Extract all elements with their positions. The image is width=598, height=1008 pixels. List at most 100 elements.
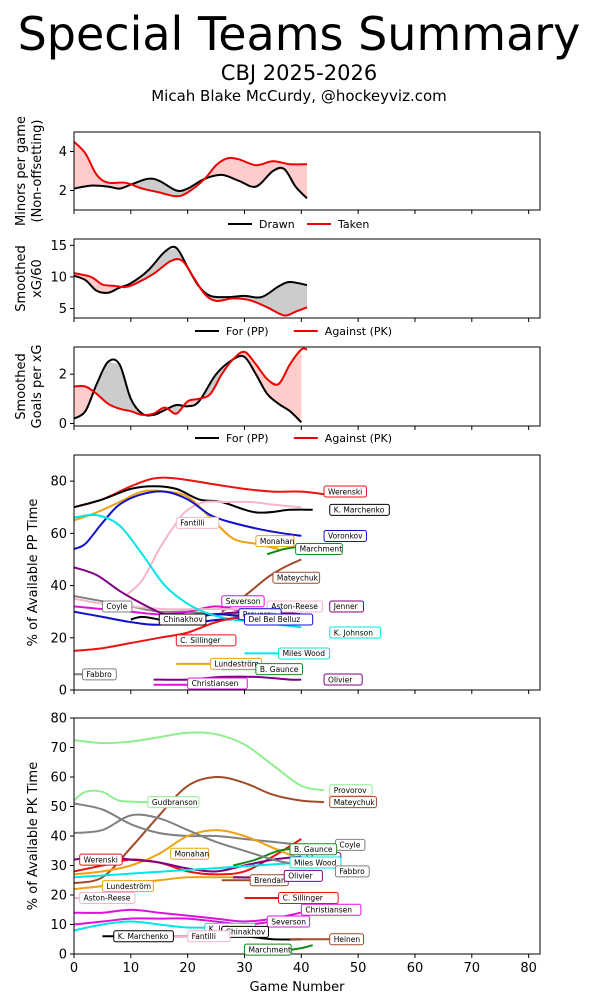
series-line-for-pp bbox=[74, 245, 308, 299]
legend-entry-for-pp: For (PP) bbox=[226, 325, 269, 338]
player-label-b-gaunce: B. Gaunce bbox=[255, 663, 304, 676]
series-line-taken bbox=[74, 141, 308, 198]
x-tick-label: 20 bbox=[179, 961, 196, 976]
player-label-chinakhov: Chinakhov bbox=[158, 613, 207, 626]
player-label-christiansen: Christiansen bbox=[300, 903, 362, 916]
player-label-text: Severson bbox=[226, 597, 261, 606]
y-tick-label: 0 bbox=[59, 684, 67, 699]
player-label-text: Monahan bbox=[175, 849, 210, 858]
player-label-werenski: Werenski bbox=[79, 853, 123, 866]
player-label-mateychuk: Mateychuk bbox=[272, 571, 321, 584]
series-line-chinakhov bbox=[130, 615, 160, 621]
series-line-drawn bbox=[74, 166, 308, 200]
y-axis-label: Smoothed bbox=[14, 353, 29, 419]
player-label-box bbox=[266, 915, 311, 928]
player-label-brendan: Brendan bbox=[249, 874, 289, 887]
player-label-text: Monahan bbox=[260, 537, 295, 546]
player-label-k-marchenko: K. Marchenko bbox=[329, 503, 390, 516]
player-label-severson: Severson bbox=[266, 915, 311, 928]
player-label-marchment: Marchment bbox=[243, 943, 292, 956]
x-tick-label: 40 bbox=[293, 961, 310, 976]
player-label-chinakhov: Chinakhov bbox=[221, 925, 269, 938]
player-label-box bbox=[79, 891, 136, 904]
player-label-text: Fabbro bbox=[87, 670, 113, 679]
player-label-text: Lundeström bbox=[214, 660, 259, 669]
player-label-box bbox=[329, 626, 382, 639]
legend-entry-taken: Taken bbox=[337, 218, 369, 231]
y-tick-label: 20 bbox=[50, 889, 67, 904]
player-label-box bbox=[329, 933, 365, 946]
series-line-against-pk bbox=[74, 257, 308, 317]
player-label-k-marchenko: K. Marchenko bbox=[113, 930, 174, 943]
fill-drawn-above bbox=[93, 361, 150, 415]
player-label-box bbox=[175, 634, 237, 647]
player-label-text: Olivier bbox=[328, 675, 353, 684]
x-axis-label: Game Number bbox=[249, 980, 345, 995]
axes-frame bbox=[73, 131, 541, 211]
player-label-voronkov: Voronkov bbox=[323, 529, 367, 542]
legend-entry-against-pk: Against (PK) bbox=[325, 325, 392, 338]
player-label-miles-wood: Miles Wood bbox=[289, 856, 342, 869]
player-label-severson: Severson bbox=[221, 595, 265, 608]
player-label-box bbox=[113, 930, 174, 943]
legend-entry-for-pp: For (PP) bbox=[226, 432, 269, 445]
player-label-text: C. Sillinger bbox=[283, 894, 324, 903]
player-label-box bbox=[329, 784, 373, 797]
x-tick-label: 50 bbox=[350, 961, 367, 976]
player-label-text: K. Johnson bbox=[334, 628, 373, 637]
player-label-text: Coyle bbox=[106, 602, 127, 611]
player-label-text: Chinakhov bbox=[226, 928, 266, 937]
axes-frame bbox=[73, 346, 541, 427]
series-line-voronkov bbox=[74, 490, 302, 550]
figure-author: Micah Blake McCurdy, @hockeyviz.com bbox=[151, 87, 447, 105]
y-axis-label: Goals per xG bbox=[30, 344, 45, 428]
series-line-for-pp bbox=[74, 354, 303, 424]
player-label-box bbox=[334, 865, 370, 878]
player-label-text: Mateychuk bbox=[277, 573, 319, 582]
player-label-box bbox=[82, 668, 117, 681]
player-label-box bbox=[329, 796, 377, 809]
player-label-box bbox=[295, 543, 343, 555]
player-label-gudbranson: Gudbranson bbox=[147, 796, 200, 809]
player-label-box bbox=[243, 943, 292, 956]
player-label-text: Werenski bbox=[84, 855, 118, 864]
player-label-box bbox=[187, 677, 248, 690]
plot-area bbox=[74, 141, 308, 200]
player-label-box bbox=[255, 535, 295, 548]
player-label-b-gaunce: B. Gaunce bbox=[289, 843, 338, 856]
plot-area bbox=[74, 347, 308, 424]
player-label-lundestrom: Lundeström bbox=[101, 880, 154, 893]
player-label-box bbox=[283, 869, 323, 882]
y-tick-label: 4 bbox=[59, 145, 67, 160]
player-label-box bbox=[101, 880, 154, 893]
player-label-box bbox=[329, 600, 365, 613]
player-label-text: Fantilli bbox=[180, 519, 204, 528]
player-label-k-johnson: K. Johnson bbox=[329, 626, 382, 639]
player-label-c-sillinger: C. Sillinger bbox=[278, 891, 339, 904]
y-tick-label: 0 bbox=[59, 948, 67, 963]
player-label-text: Miles Wood bbox=[294, 858, 337, 867]
player-label-box bbox=[289, 856, 342, 869]
y-tick-label: 50 bbox=[50, 800, 67, 815]
player-label-box bbox=[300, 903, 362, 916]
chart-panel-xg: 5 10 15 Smoothed xG/60 For (PP) Against (PK) bbox=[14, 238, 541, 338]
player-label-text: Severson bbox=[271, 917, 306, 926]
player-label-marchment: Marchment bbox=[295, 543, 343, 555]
y-axis-label: Minors per game bbox=[14, 116, 29, 226]
y-tick-label: 5 bbox=[59, 302, 67, 317]
series-line-coyle bbox=[74, 802, 302, 846]
player-label-text: Gudbranson bbox=[152, 798, 198, 807]
player-label-jenner: Jenner bbox=[329, 600, 365, 613]
player-label-mateychuk: Mateychuk bbox=[329, 796, 377, 809]
player-label-text: Del Bel Belluz bbox=[248, 615, 300, 624]
figure-subtitle: CBJ 2025-2026 bbox=[221, 61, 377, 85]
y-tick-label: 60 bbox=[50, 771, 67, 786]
player-label-text: B. Gaunce bbox=[260, 665, 299, 674]
player-label-olivier: Olivier bbox=[283, 869, 323, 882]
player-label-text: Provorov bbox=[334, 786, 367, 795]
fill-taken-above bbox=[234, 349, 302, 423]
y-axis-label: xG/60 bbox=[30, 259, 45, 298]
player-label-box bbox=[329, 503, 390, 516]
x-tick-label: 70 bbox=[464, 961, 481, 976]
player-label-box bbox=[221, 595, 265, 608]
